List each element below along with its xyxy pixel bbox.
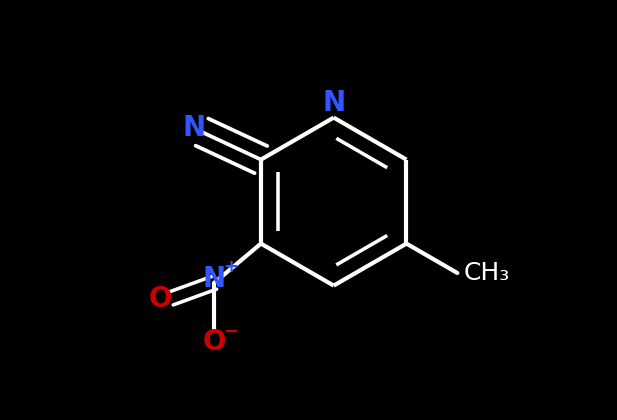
Text: O: O bbox=[149, 284, 172, 312]
Text: +: + bbox=[223, 258, 238, 276]
Text: N: N bbox=[322, 89, 346, 117]
Text: CH₃: CH₃ bbox=[463, 261, 510, 285]
Text: O: O bbox=[202, 328, 226, 356]
Text: N: N bbox=[203, 265, 226, 294]
Text: −: − bbox=[223, 323, 238, 341]
Text: N: N bbox=[183, 114, 206, 142]
